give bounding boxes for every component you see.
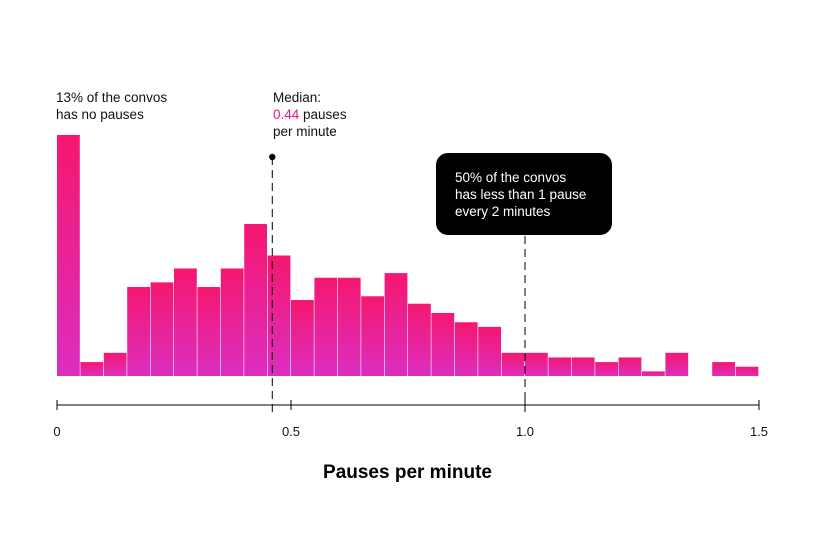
histogram-bar (197, 287, 221, 376)
histogram-bar (127, 287, 150, 376)
histogram-bar (525, 352, 548, 376)
median-marker (269, 153, 276, 161)
median-line-3: per minute (273, 124, 337, 139)
callout-line-3: every 2 minutes (455, 204, 551, 219)
median-annotation: Median: 0.44 pauses per minute (273, 89, 347, 140)
histogram-bar (478, 326, 501, 376)
histogram-bar (501, 352, 525, 376)
histogram-bar (548, 357, 572, 376)
histogram-bars (57, 135, 759, 376)
x-axis: 0 0.5 1.0 1.5 (53, 400, 768, 439)
histogram-bar (712, 362, 735, 376)
histogram-bar (267, 255, 291, 376)
histogram-bar (314, 277, 338, 376)
median-unit: pauses (299, 107, 347, 122)
histogram-bar (361, 296, 384, 376)
callout-line-1: 50% of the convos (455, 170, 567, 185)
no-pauses-line-1: 13% of the convos (56, 90, 168, 105)
median-value: 0.44 (273, 107, 300, 122)
x-axis-tick-label: 1.0 (516, 424, 534, 439)
histogram-bar (337, 277, 361, 376)
histogram-bar (431, 312, 455, 376)
histogram-bar (174, 268, 197, 376)
histogram-bar (103, 352, 127, 376)
x-axis-tick-label: 0.5 (282, 424, 300, 439)
x-axis-tick-label: 0 (53, 424, 60, 439)
histogram-bar (80, 362, 104, 376)
histogram-bar (384, 273, 408, 376)
histogram-bar (642, 371, 665, 376)
callout-line-2: has less than 1 pause (455, 187, 587, 202)
histogram-bar (735, 366, 759, 376)
reference-lines (269, 153, 526, 412)
histogram-bar (291, 299, 314, 376)
median-label: Median: (273, 90, 322, 105)
histogram-bar (244, 223, 267, 376)
histogram-bar (571, 357, 595, 376)
histogram-bar (595, 362, 618, 376)
histogram-bar (454, 322, 478, 376)
histogram-bar (618, 357, 642, 376)
x-axis-title: Pauses per minute (323, 462, 492, 483)
histogram-bar (57, 135, 80, 376)
no-pauses-annotation: 13% of the convos has no pauses (56, 89, 167, 123)
no-pauses-line-2: has no pauses (56, 107, 144, 122)
histogram-bar (665, 352, 689, 376)
median-value-line: 0.44 pauses (273, 106, 347, 123)
histogram-bar (150, 282, 174, 376)
histogram-bar (408, 303, 431, 376)
half-convos-callout: 50% of the convos has less than 1 pause … (436, 153, 612, 235)
histogram-bar (220, 268, 244, 376)
x-axis-tick-label: 1.5 (750, 424, 768, 439)
